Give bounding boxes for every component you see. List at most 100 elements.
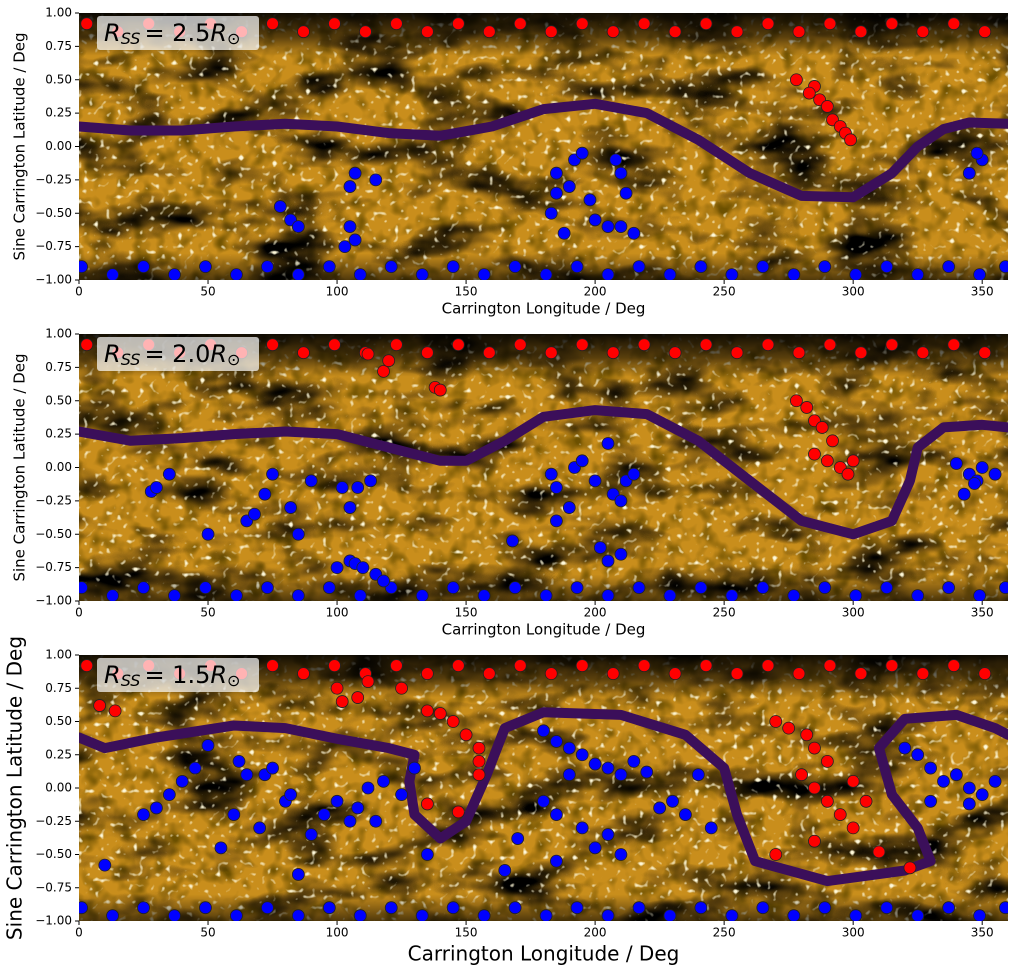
point: [482, 346, 496, 360]
point: [820, 454, 834, 468]
point: [230, 589, 243, 601]
panel: −1.00 −0.75 −0.50 −0.25 0.00 0.25 0.50 0.75 1.00…: [11, 6, 1008, 318]
annotation-part: = 1.5: [144, 661, 210, 689]
point: [420, 848, 434, 861]
point: [79, 901, 88, 915]
point: [232, 755, 246, 768]
y-axis-label: Sine Carrington Latitude / Deg: [3, 636, 27, 940]
point: [322, 260, 336, 274]
plot-area: [79, 13, 1008, 280]
neutral-line: [79, 98, 1008, 203]
point: [446, 260, 460, 274]
y-tick-label: 0.50: [45, 72, 72, 86]
point: [588, 841, 602, 855]
point: [477, 589, 491, 601]
annotation-part: SS: [121, 671, 141, 690]
point: [199, 260, 212, 274]
point: [550, 166, 563, 180]
point: [343, 814, 357, 828]
point: [137, 901, 150, 915]
point: [632, 901, 646, 915]
annotation-part: = 2.5: [144, 19, 210, 47]
point: [451, 338, 465, 352]
point: [304, 828, 318, 841]
point: [328, 659, 341, 673]
y-tick-label: −1.00: [35, 594, 72, 608]
x-tick-label: 100: [326, 285, 349, 299]
point: [730, 25, 744, 39]
point: [820, 100, 834, 113]
point: [606, 25, 620, 39]
point: [562, 501, 576, 514]
point: [79, 260, 88, 274]
point: [854, 346, 868, 360]
point: [348, 233, 362, 247]
x-axis-label: Carrington Longitude / Deg: [442, 300, 646, 318]
point: [787, 268, 801, 280]
point: [291, 268, 305, 280]
y-tick-label: 0.75: [45, 681, 72, 695]
point: [609, 153, 623, 167]
x-tick-label: 0: [75, 926, 83, 940]
point: [459, 728, 473, 742]
point: [782, 721, 796, 735]
point: [415, 268, 429, 280]
point: [588, 213, 602, 227]
point: [614, 547, 628, 561]
point: [663, 268, 677, 280]
point: [201, 739, 215, 752]
point: [330, 561, 344, 575]
x-tick-label: 250: [713, 285, 736, 299]
point: [789, 394, 803, 408]
annotation-part: R: [210, 661, 227, 689]
point: [506, 534, 519, 548]
point: [601, 554, 615, 568]
point: [335, 481, 349, 494]
point: [537, 794, 550, 808]
point: [273, 200, 287, 213]
point: [947, 659, 961, 673]
point: [575, 146, 589, 160]
point: [79, 581, 88, 595]
point: [539, 909, 553, 921]
x-tick-label: 300: [842, 606, 865, 620]
x-tick-label: 150: [455, 926, 478, 940]
point: [627, 467, 641, 481]
point: [668, 667, 682, 681]
point: [328, 17, 341, 31]
annotation: RSS = 1.5R⊙: [104, 661, 240, 690]
x-tick-label: 50: [200, 606, 215, 620]
point: [808, 781, 821, 795]
x-tick-label: 350: [971, 926, 994, 940]
point: [787, 909, 801, 921]
point: [769, 848, 783, 861]
annotation-part: SS: [121, 350, 141, 369]
point: [137, 260, 150, 274]
point: [175, 774, 189, 788]
point: [885, 17, 899, 31]
point: [330, 681, 344, 695]
point: [820, 794, 834, 808]
point: [382, 354, 396, 368]
point: [508, 260, 522, 274]
point: [420, 667, 434, 681]
point: [957, 487, 971, 501]
point: [846, 821, 860, 835]
point: [911, 909, 925, 921]
point: [390, 659, 403, 673]
point: [106, 589, 119, 601]
annotation-box: [97, 16, 259, 50]
point: [248, 507, 261, 521]
point: [168, 589, 181, 601]
point: [162, 788, 176, 802]
point: [627, 226, 641, 240]
point: [338, 240, 352, 254]
point: [335, 695, 349, 708]
panel: −1.00 −0.75 −0.50 −0.25 0.00 0.25 0.50 0.75 1.00…: [11, 327, 1008, 639]
point: [227, 808, 241, 821]
point: [792, 25, 806, 39]
point: [795, 768, 808, 782]
y-tick-label: −0.25: [35, 493, 72, 507]
y-tick-label: −0.50: [35, 527, 72, 541]
point: [472, 755, 486, 768]
